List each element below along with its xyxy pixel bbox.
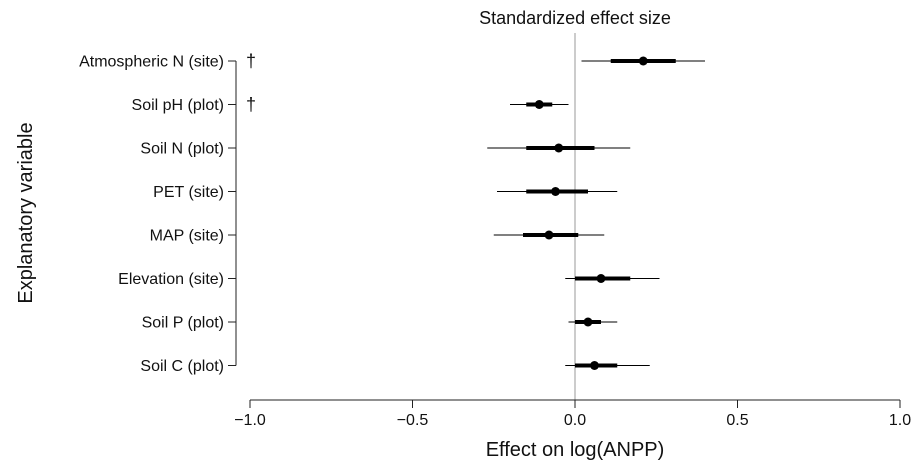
y-axis-label: Explanatory variable <box>15 122 37 303</box>
point-estimate <box>596 274 606 283</box>
y-tick-label: Soil N (plot) <box>140 141 224 158</box>
point-estimate <box>638 56 648 66</box>
significance-dagger: † <box>246 51 256 71</box>
x-tick-label: 0.0 <box>564 412 586 429</box>
y-tick-label: Soil P (plot) <box>142 315 224 332</box>
plot-area: −1.0 −0.5 0.0 0.5 1.0 Atmospheric N (site) † So… <box>79 33 911 429</box>
point-estimate <box>554 143 564 153</box>
x-tick-label: 1.0 <box>889 412 911 429</box>
y-tick-label: Soil C (plot) <box>140 358 224 375</box>
point-estimate <box>590 361 599 370</box>
point-estimate <box>534 100 544 109</box>
y-tick-label: Atmospheric N (site) <box>79 54 224 71</box>
x-tick-label: −1.0 <box>234 412 266 429</box>
y-tick-label: PET (site) <box>153 184 224 201</box>
point-estimate <box>544 230 554 240</box>
point-estimate <box>551 187 560 196</box>
chart-title: Standardized effect size <box>479 8 671 28</box>
point-estimate <box>583 317 593 327</box>
y-tick-label: Elevation (site) <box>118 271 224 288</box>
y-tick-label: MAP (site) <box>150 228 224 245</box>
x-tick-label: −0.5 <box>397 412 429 429</box>
y-tick-label: Soil pH (plot) <box>132 97 224 114</box>
significance-dagger: † <box>246 95 256 115</box>
x-axis-label: Effect on log(ANPP) <box>486 439 665 461</box>
x-tick-label: 0.5 <box>726 412 748 429</box>
